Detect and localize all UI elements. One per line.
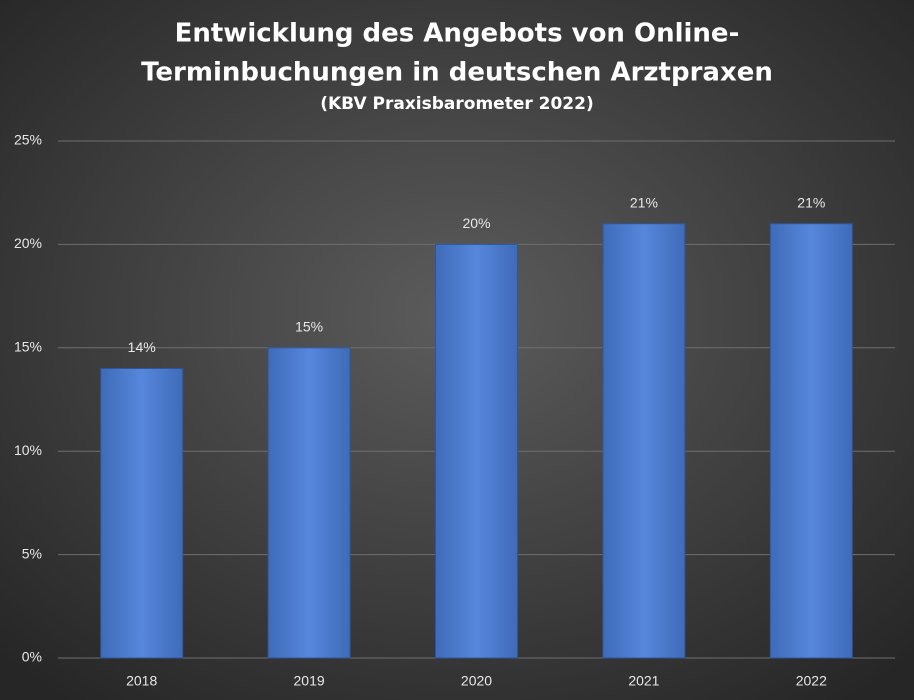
y-tick-label: 5% (22, 545, 42, 561)
y-tick-label: 0% (22, 649, 42, 665)
value-label: 20% (462, 215, 490, 231)
x-tick-label: 2020 (461, 673, 492, 689)
value-label: 21% (630, 194, 658, 210)
x-tick-label: 2021 (628, 673, 659, 689)
value-label: 15% (295, 319, 323, 335)
chart-title: Terminbuchungen in deutschen Arztpraxen (141, 58, 773, 88)
y-tick-label: 15% (14, 339, 42, 355)
bar (769, 223, 853, 659)
y-tick-label: 20% (14, 235, 42, 251)
value-label: 21% (797, 194, 825, 210)
bar (435, 243, 518, 659)
y-tick-label: 25% (14, 132, 42, 148)
x-tick-label: 2019 (294, 673, 325, 689)
x-tick-label: 2018 (126, 673, 157, 689)
bar (267, 347, 351, 659)
value-label: 14% (128, 339, 156, 355)
bar (602, 223, 686, 659)
x-tick-label: 2022 (796, 673, 827, 689)
bar (100, 367, 184, 659)
y-tick-label: 10% (14, 442, 42, 458)
chart-title: Entwicklung des Angebots von Online- (175, 19, 740, 49)
chart-subtitle: (KBV Praxisbarometer 2022) (320, 94, 594, 114)
